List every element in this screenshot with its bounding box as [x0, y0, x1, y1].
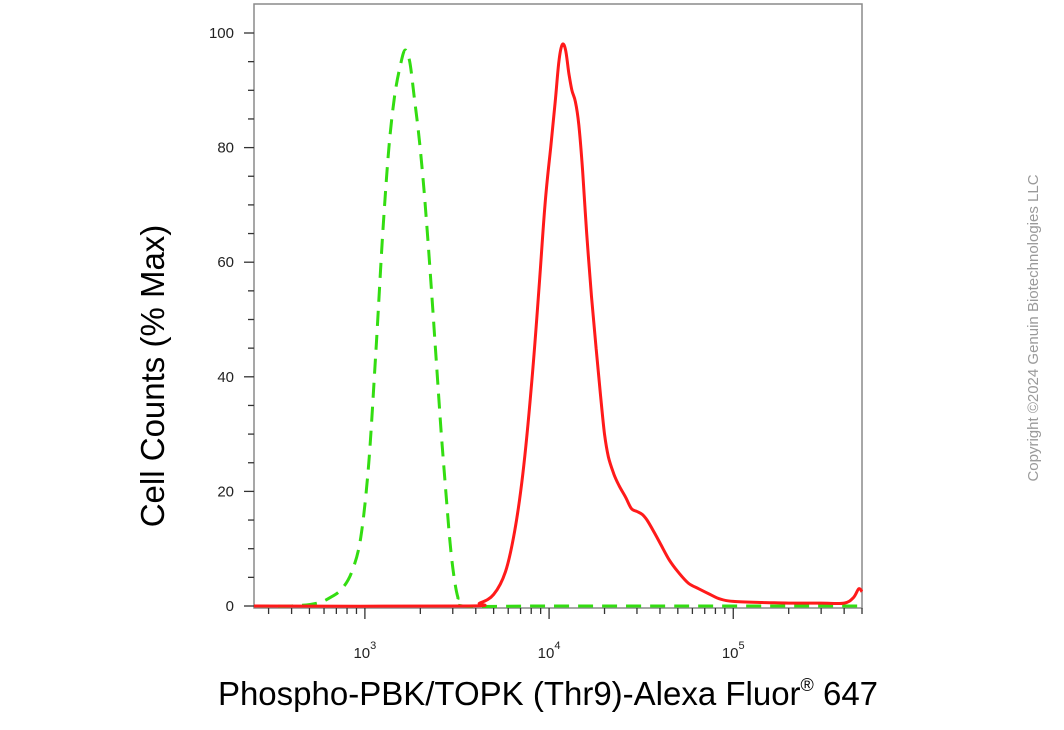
y-tick-label: 40	[217, 369, 234, 386]
y-tick-label: 0	[226, 598, 234, 615]
copyright-watermark: Copyright ©2024 Genuin Biotechnologies L…	[1025, 174, 1042, 481]
x-axis-title-sup: ®	[801, 675, 814, 695]
y-tick-label: 100	[209, 25, 234, 42]
y-tick-label: 60	[217, 254, 234, 271]
series-line-dashed	[253, 48, 862, 608]
x-axis-title: Phospho-PBK/TOPK (Thr9)-Alexa Fluor® 647	[218, 675, 878, 712]
series-layer	[253, 42, 864, 608]
y-axis: 0 20 40 60 80 100	[209, 25, 254, 615]
x-axis: 103 104 105	[267, 608, 863, 662]
plot-frame	[253, 3, 863, 609]
x-axis-title-main: Phospho-PBK/TOPK (Thr9)-Alexa Fluor	[218, 675, 801, 712]
x-tick-label: 105	[722, 640, 745, 662]
x-tick-label: 104	[538, 640, 561, 662]
y-tick-label: 80	[217, 140, 234, 157]
x-tick-label: 103	[353, 640, 376, 662]
y-axis-title: Cell Counts (% Max)	[134, 225, 171, 528]
y-tick-label: 20	[217, 483, 234, 500]
x-axis-title-suffix: 647	[814, 675, 878, 712]
series-line-solid	[253, 42, 864, 608]
